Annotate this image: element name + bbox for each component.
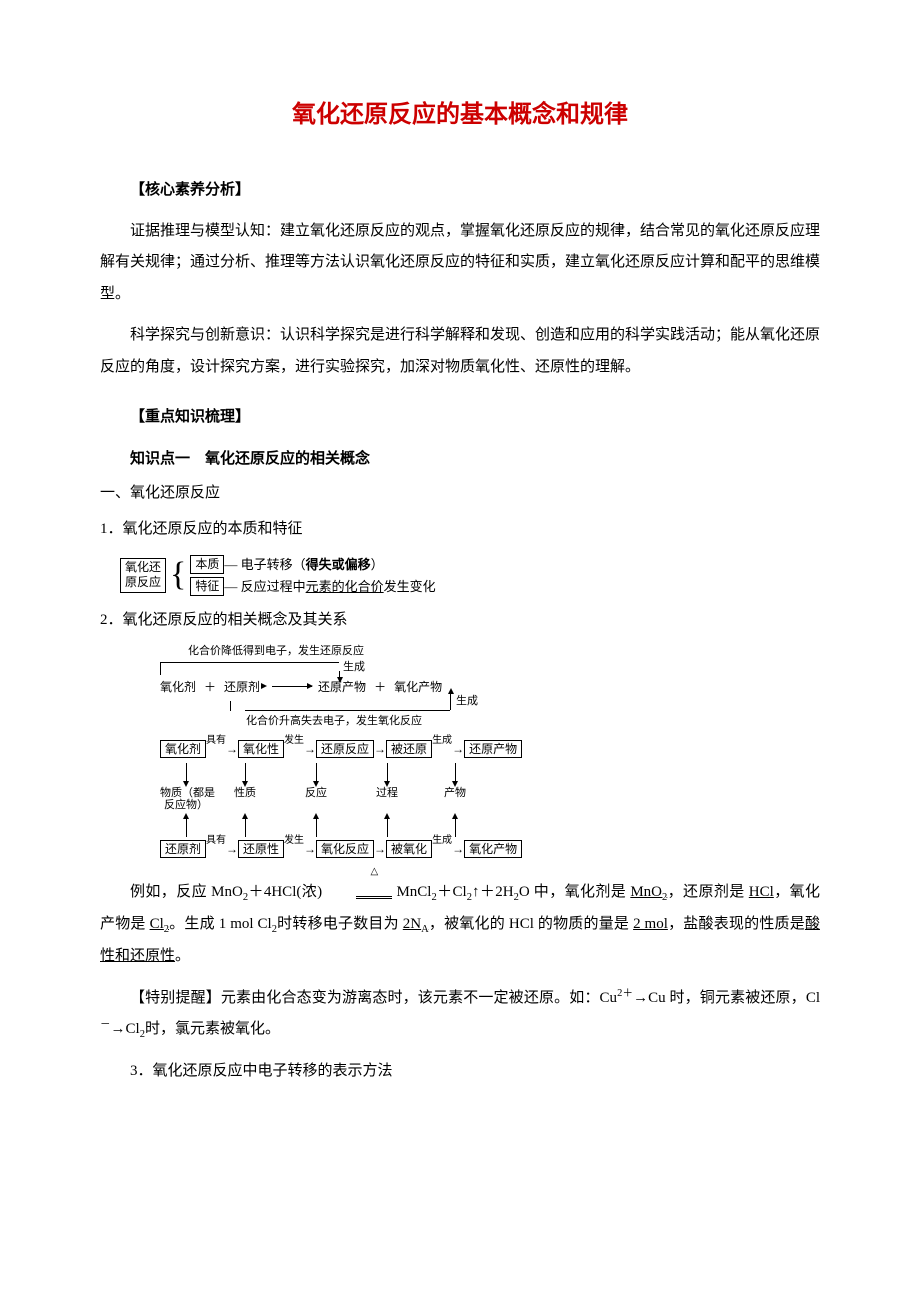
paragraph-tip: 【特别提醒】元素由化合态变为游离态时，该元素不一定被还原。如：Cu2＋→Cu 时…: [100, 983, 820, 1047]
d1-box-feature: 特征: [190, 577, 224, 595]
paragraph-core-2: 科学探究与创新意识：认识科学探究是进行科学解释和发现、创造和应用的科学实践活动；…: [100, 320, 820, 383]
line-1: 一、氧化还原反应: [100, 478, 820, 510]
d2-top-gen: 生成: [343, 661, 365, 674]
label-product: 产物: [420, 787, 490, 811]
box-red-product: 还原产物: [464, 740, 522, 758]
page-title: 氧化还原反应的基本概念和规律: [100, 90, 820, 140]
d2-chain-top: 氧化剂 具有→ 氧化性 发生→ 还原反应→ 被还原 生成→ 还原产物: [160, 737, 820, 761]
d1-left-box: 氧化还 原反应: [120, 558, 166, 593]
label-gen: 生成: [432, 735, 452, 747]
heading-kp1: 知识点一 氧化还原反应的相关概念: [100, 443, 820, 475]
line-2: 1．氧化还原反应的本质和特征: [100, 514, 820, 546]
d1-box-essence: 本质: [190, 555, 224, 573]
diagram-concept-relations: 化合价降低得到电子，发生还原反应 生成 氧化剂 ＋ 还原剂 还原产物 ＋ 氧化产…: [160, 643, 820, 861]
box-ox-reaction: 氧化反应: [316, 840, 374, 858]
label-has: 具有: [206, 735, 226, 747]
label-occur-2: 发生: [284, 835, 304, 847]
d2-chain-bottom: 还原剂 具有→ 还原性 发生→ 氧化反应→ 被氧化 生成→ 氧化产物: [160, 837, 820, 861]
box-reducer: 还原剂: [160, 840, 206, 858]
box-oxidized: 被氧化: [386, 840, 432, 858]
d2-mid-anno: 化合价升高失去电子，发生氧化反应: [246, 715, 422, 728]
d2-ox-product: 氧化产物: [394, 680, 442, 694]
label-occur: 发生: [284, 735, 304, 747]
document-page: 氧化还原反应的基本概念和规律 【核心素养分析】 证据推理与模型认知：建立氧化还原…: [0, 0, 920, 1302]
tip-label: 【特别提醒】: [130, 990, 221, 1006]
box-reduced: 被还原: [386, 740, 432, 758]
arrow-right-long-icon: [272, 686, 312, 687]
d2-reducer: 还原剂: [224, 680, 260, 694]
line-3: 2．氧化还原反应的相关概念及其关系: [100, 605, 820, 637]
plus-icon: ＋: [204, 680, 216, 694]
d2-mid-gen: 生成: [456, 695, 478, 708]
box-reducing: 还原性: [238, 840, 284, 858]
d2-mid-labels: 物质（都是 反应物） 性质 反应 过程 产物: [160, 787, 820, 811]
d2-oxidizer: 氧化剂: [160, 680, 196, 694]
d2-down-arrows: [160, 763, 820, 787]
label-substance: 物质（都是 反应物）: [160, 787, 212, 811]
paragraph-core-1: 证据推理与模型认知：建立氧化还原反应的观点，掌握氧化还原反应的规律，结合常见的氧…: [100, 216, 820, 311]
heading-key-knowledge: 【重点知识梳理】: [100, 401, 820, 433]
heat-icon: [326, 867, 392, 909]
label-property: 性质: [212, 787, 278, 811]
paragraph-example: 例如，反应 MnO2＋4HCl(浓) MnCl2＋Cl2↑＋2H2O 中，氧化剂…: [100, 867, 820, 973]
box-ox-product: 氧化产物: [464, 840, 522, 858]
box-oxidizer: 氧化剂: [160, 740, 206, 758]
plus-icon-2: ＋: [374, 680, 386, 694]
label-process: 过程: [354, 787, 420, 811]
label-gen-2: 生成: [432, 835, 452, 847]
line-5: 3．氧化还原反应中电子转移的表示方法: [100, 1056, 820, 1088]
label-has-2: 具有: [206, 835, 226, 847]
bracket-icon: {: [170, 553, 186, 597]
diagram-essence-feature: 氧化还 原反应 { 本质 — 电子转移（得失或偏移） 特征 — 反应过程中元素的…: [120, 553, 820, 597]
label-reaction: 反应: [278, 787, 354, 811]
box-red-reaction: 还原反应: [316, 740, 374, 758]
d2-top-anno: 化合价降低得到电子，发生还原反应: [188, 645, 364, 658]
d2-up-arrows: [160, 813, 820, 837]
box-oxidizing: 氧化性: [238, 740, 284, 758]
d1-text-feature: — 反应过程中元素的化合价发生变化: [224, 573, 435, 600]
heading-core-analysis: 【核心素养分析】: [100, 174, 820, 206]
